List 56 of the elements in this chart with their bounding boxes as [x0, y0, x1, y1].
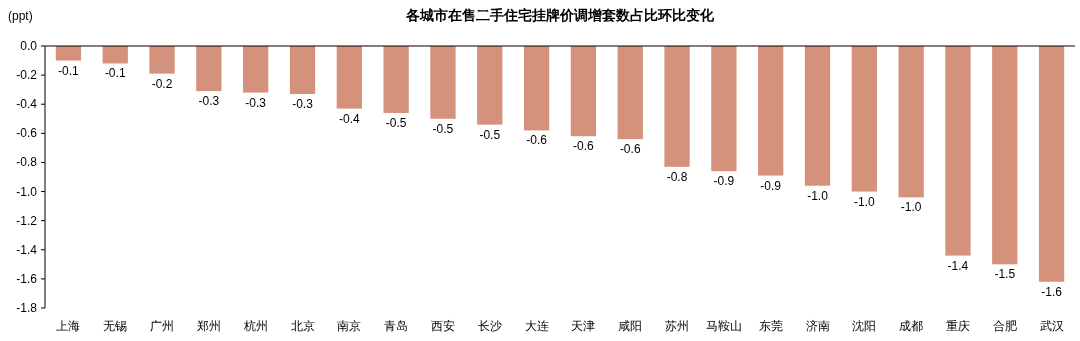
x-tick-label: 马鞍山: [705, 319, 742, 333]
x-tick-label: 无锡: [103, 319, 128, 333]
x-tick-label: 青岛: [384, 319, 409, 333]
y-axis-title: (ppt): [8, 9, 33, 23]
chart-title: 各城市在售二手住宅挂牌价调增套数占比环比变化: [405, 7, 715, 23]
x-tick-label: 南京: [337, 319, 362, 333]
data-label: -0.9: [760, 178, 782, 193]
data-label: -0.3: [245, 95, 267, 110]
y-tick-label: -1.2: [16, 213, 38, 228]
x-tick-label: 东莞: [758, 319, 783, 333]
data-label: -0.9: [713, 174, 735, 189]
x-tick-label: 成都: [899, 319, 924, 333]
data-label: -0.5: [432, 121, 454, 136]
data-label: -0.5: [385, 115, 407, 130]
x-tick-label: 天津: [571, 319, 596, 333]
data-label: -0.3: [198, 94, 220, 109]
y-tick-label: -1.6: [16, 271, 38, 286]
data-label: -1.4: [947, 258, 969, 273]
x-tick-label: 沈阳: [852, 319, 877, 333]
y-tick-label: 0.0: [20, 39, 38, 53]
x-tick-label: 苏州: [665, 319, 690, 333]
data-label: -1.0: [900, 200, 922, 215]
data-label: -1.0: [807, 188, 829, 203]
data-label: -0.3: [292, 97, 314, 112]
y-tick-label: -1.4: [16, 242, 38, 257]
x-tick-label: 大连: [524, 319, 549, 333]
x-tick-label: 济南: [805, 319, 830, 333]
data-label: -0.1: [104, 66, 126, 81]
data-label: -0.6: [573, 139, 595, 154]
data-label: -1.6: [1041, 284, 1063, 299]
y-tick-label: -1.0: [16, 184, 38, 199]
x-tick-label: 武汉: [1039, 319, 1064, 333]
data-label: -0.1: [58, 63, 80, 78]
x-tick-label: 合肥: [992, 319, 1017, 333]
y-tick-label: -0.4: [16, 97, 38, 112]
x-tick-label: 广州: [150, 319, 175, 333]
data-label: -0.6: [526, 133, 548, 148]
data-label: -0.2: [151, 76, 173, 91]
y-tick-label: -0.8: [16, 155, 38, 170]
y-tick-label: -1.8: [16, 301, 38, 315]
data-label: -0.4: [338, 111, 360, 126]
x-tick-label: 北京: [290, 319, 315, 333]
data-label: -0.5: [479, 127, 501, 142]
y-tick-label: -0.2: [16, 68, 38, 83]
x-tick-label: 杭州: [242, 319, 268, 333]
x-tick-label: 重庆: [945, 319, 970, 333]
data-label: -0.8: [666, 169, 688, 184]
y-tick-label: -0.6: [16, 126, 38, 141]
x-tick-label: 长沙: [477, 319, 502, 333]
data-label: -1.5: [994, 267, 1016, 282]
x-tick-label: 郑州: [196, 319, 221, 333]
data-label: -1.0: [853, 194, 875, 209]
x-tick-label: 咸阳: [618, 319, 643, 333]
x-tick-label: 西安: [430, 319, 455, 333]
x-tick-label: 上海: [56, 319, 81, 333]
data-label: -0.6: [619, 142, 641, 157]
